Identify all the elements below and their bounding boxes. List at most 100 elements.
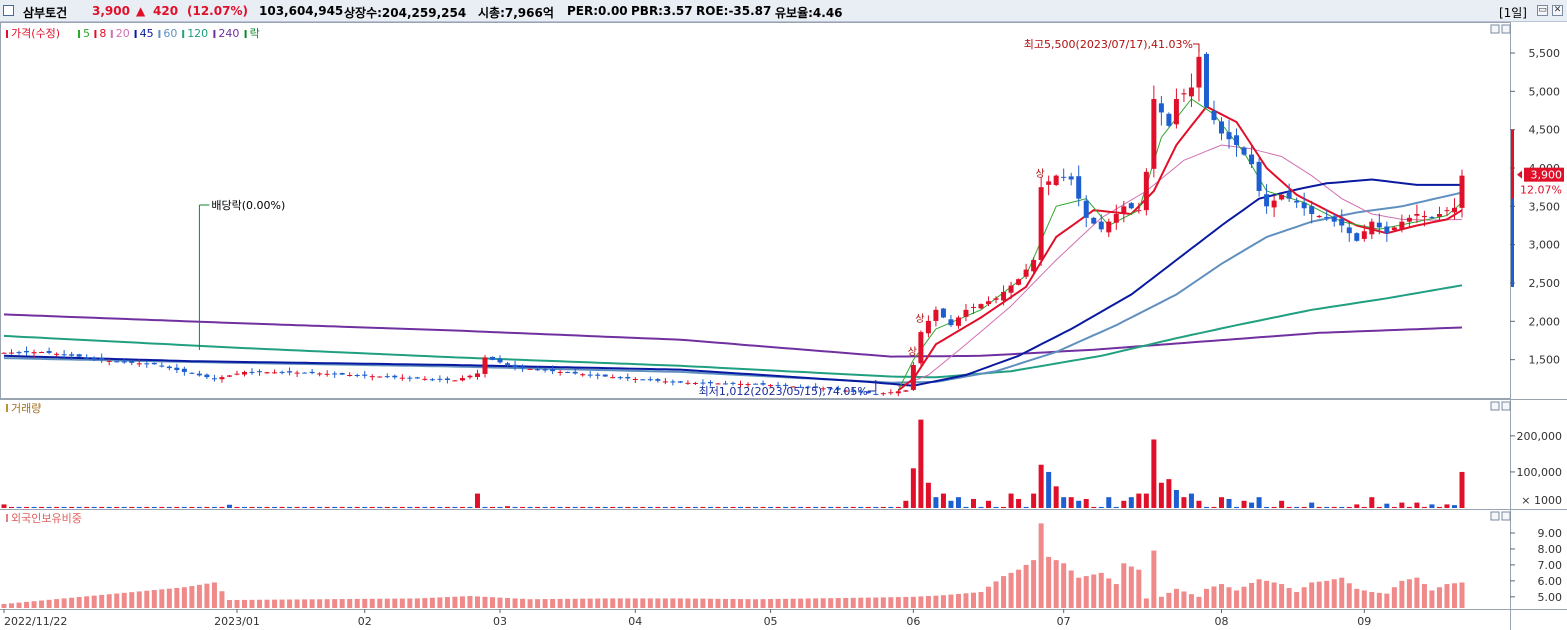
candle-body: [1316, 215, 1322, 218]
foreign-ratio-bar: [1061, 563, 1067, 608]
candle-body: [129, 361, 135, 363]
candle-body: [798, 386, 804, 388]
volume-bar: [302, 506, 308, 508]
candle-body: [257, 371, 263, 373]
foreign-ratio-bar: [1188, 594, 1194, 608]
close-icon[interactable]: ✕: [1552, 5, 1563, 16]
candle-body: [1369, 221, 1375, 235]
candle-body: [332, 373, 338, 375]
foreign-ratio-bar: [490, 597, 496, 608]
foreign-ratio-bar: [151, 590, 157, 608]
candle-body: [249, 371, 255, 373]
foreign-ratio-bar: [587, 598, 593, 608]
volume-bar: [99, 506, 105, 508]
foreign-ratio-bar: [1143, 598, 1149, 608]
candle-body: [1414, 214, 1420, 216]
foreign-ratio-bar: [317, 599, 323, 608]
candle-body: [828, 388, 834, 390]
candle-body: [565, 371, 571, 373]
volume-bar: [384, 506, 390, 508]
foreign-ratio-bar: [685, 598, 691, 608]
candle-body: [602, 374, 608, 377]
candle-body: [768, 385, 774, 387]
candle-body: [76, 354, 82, 357]
volume-bar: [745, 506, 751, 508]
volume-bar: [1113, 506, 1119, 508]
foreign-ratio-bar: [595, 598, 601, 608]
volume-panel: 거래량 200,000 100,000 × 1000: [0, 399, 1567, 508]
volume-bar: [354, 506, 360, 508]
candle-body: [647, 379, 653, 381]
foreign-ratio-bar: [1234, 590, 1240, 608]
price-tick-label: 5,000: [1529, 85, 1561, 98]
restore-icon[interactable]: ▭: [1537, 5, 1548, 16]
stock-chart[interactable]: 5,5005,0004,5004,0003,5003,0002,5002,000…: [0, 22, 1567, 630]
timeframe-label[interactable]: [1일]: [1498, 6, 1527, 20]
foreign-ratio-bar: [1211, 586, 1217, 608]
ma-5-line: [897, 98, 1463, 391]
volume-bar: [820, 506, 826, 508]
volume-bar: [910, 468, 916, 508]
volume-bar: [279, 506, 285, 508]
price-panel-restore-icon: [1490, 24, 1500, 34]
candle-body: [572, 371, 578, 374]
candle-body: [925, 320, 931, 334]
volume-bar: [692, 506, 698, 508]
price-range-bar-low: [1511, 198, 1514, 287]
foreign-ratio-bar: [1038, 523, 1044, 608]
candle-body: [144, 363, 150, 365]
volume-bar: [1173, 489, 1179, 508]
volume-bar: [121, 506, 127, 508]
volume-bar: [565, 506, 571, 508]
foreign-ratio-bar: [790, 598, 796, 608]
price-panel-close-icon: [1501, 24, 1511, 34]
foreign-tick-label: 5.00: [1538, 591, 1563, 604]
candle-body: [707, 382, 713, 384]
legend-swatch: [78, 30, 80, 38]
ma-45-line: [3, 178, 1462, 387]
candle-body: [1271, 200, 1277, 208]
candle-body: [377, 376, 383, 378]
window-checkbox[interactable]: [3, 5, 14, 16]
volume-bar: [1166, 479, 1172, 508]
foreign-ratio-bar: [422, 598, 428, 608]
candle-body: [918, 332, 924, 364]
candle-body: [978, 304, 984, 309]
candle-body: [880, 393, 886, 395]
candle-body: [858, 391, 864, 393]
foreign-ratio-bar: [264, 599, 270, 608]
volume-bar: [1196, 500, 1202, 508]
volume-bar: [873, 506, 879, 508]
volume-bar: [362, 506, 368, 508]
volume-bar: [159, 506, 165, 508]
foreign-ratio-bar: [1346, 583, 1352, 608]
candle-body: [557, 371, 563, 373]
volume-bar: [587, 506, 593, 508]
volume-bar: [1339, 506, 1345, 508]
foreign-ratio-bar: [339, 599, 345, 608]
foreign-ratio-bar: [114, 593, 120, 608]
foreign-ratio-bar: [760, 599, 766, 608]
volume-bar: [1279, 500, 1285, 508]
volume-bar: [407, 506, 413, 508]
foreign-ratio-bar: [940, 595, 946, 608]
volume-bar: [632, 506, 638, 508]
candle-body: [106, 360, 112, 362]
foreign-ownership-panel: 외국인보유비중 9.00 8.00 7.00 6.00 5.00: [0, 509, 1567, 608]
volume-bar: [437, 506, 443, 508]
listed-shares: 상장수:204,259,254: [344, 6, 467, 20]
foreign-ratio-bar: [783, 598, 789, 608]
foreign-ratio-bar: [1241, 586, 1247, 608]
price-tick-label: 3,500: [1529, 200, 1561, 213]
foreign-ratio-bar: [279, 599, 285, 608]
legend-label: 가격(수정): [11, 27, 60, 40]
volume-bar: [835, 506, 841, 508]
candle-body: [970, 306, 976, 308]
candle-body: [655, 379, 661, 381]
foreign-ratio-bar: [399, 598, 405, 608]
volume-bar: [1234, 506, 1240, 508]
volume-bar: [685, 506, 691, 508]
volume-bar: [1083, 498, 1089, 508]
foreign-ratio-bar: [324, 599, 330, 608]
candle-body: [888, 392, 894, 394]
